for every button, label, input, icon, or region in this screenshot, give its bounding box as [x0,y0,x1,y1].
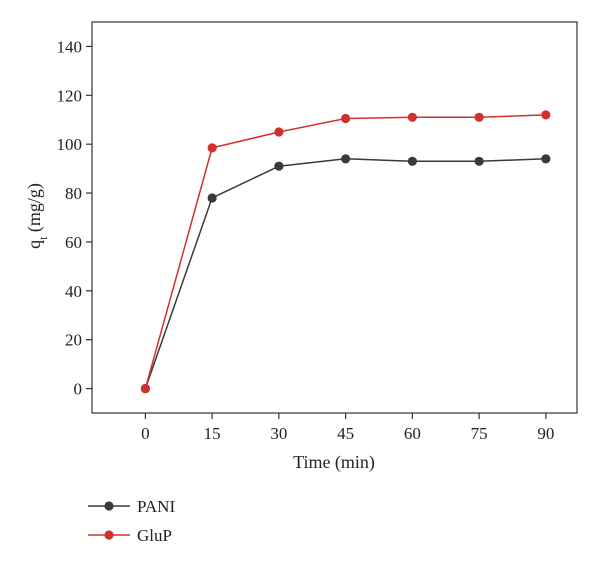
x-tick-label: 30 [270,424,287,443]
legend-item-glup: GluP [88,526,172,545]
x-axis-title: Time (min) [293,452,375,473]
plot-frame [91,21,578,414]
legend-item-pani: PANI [88,497,175,516]
y-tick-label: 40 [65,282,82,301]
x-axis-ticks: 0 15 30 45 60 75 90 [141,413,554,443]
y-axis-title-main: q [24,240,44,249]
y-tick-label: 20 [65,331,82,350]
data-point-glup [140,383,150,394]
x-tick-label: 0 [141,424,150,443]
y-tick-label: 80 [65,184,82,203]
y-axis-title-subscript: t [36,236,50,240]
legend: PANI GluP [88,497,175,545]
data-point-glup [541,110,551,120]
data-point-pani [474,156,484,166]
y-tick-label: 120 [57,86,83,105]
y-axis-title-unit: (mg/g) [24,183,45,237]
series-layer [140,110,551,394]
x-tick-label: 75 [471,424,488,443]
series-pani [140,154,551,394]
data-point-pani [407,156,417,166]
y-tick-label: 60 [65,233,82,252]
legend-marker-glup [104,530,114,540]
y-tick-label: 100 [57,135,83,154]
plot-area [91,21,578,414]
data-point-glup [274,127,284,137]
y-axis-title: qt (mg/g) [24,183,50,249]
y-tick-label: 0 [74,380,83,399]
data-point-glup [341,113,351,124]
data-point-glup [474,112,484,122]
data-point-pani [341,154,351,164]
y-axis-ticks: 0 20 40 60 80 100 120 140 [57,37,92,399]
x-tick-label: 45 [337,424,354,443]
data-point-pani [274,161,284,171]
data-point-glup [407,112,417,122]
data-point-pani [207,193,217,203]
x-tick-label: 90 [537,424,554,443]
series-line-pani [144,158,546,389]
data-point-pani [541,154,551,164]
legend-label-pani: PANI [137,497,175,516]
series-glup [140,110,551,394]
legend-label-glup: GluP [137,526,172,545]
x-tick-label: 60 [404,424,421,443]
data-point-glup [207,143,217,153]
y-tick-label: 140 [57,37,83,56]
legend-marker-pani [104,501,114,511]
x-tick-label: 15 [204,424,221,443]
